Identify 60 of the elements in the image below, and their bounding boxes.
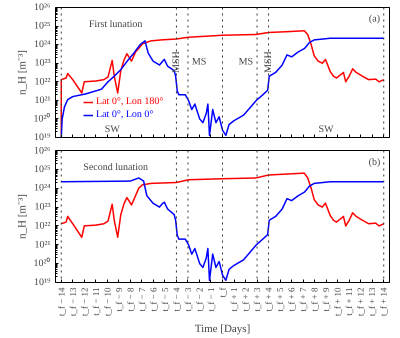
x-tick-label: t_f − 11 — [90, 287, 101, 316]
x-tick-label: t_f + 10 — [332, 287, 343, 316]
y-tick-label: 10²⁵ — [34, 20, 50, 32]
y-tick-label: 10²³ — [34, 58, 51, 69]
y-tick-label: 10²⁵ — [34, 164, 50, 175]
annotation: SW — [104, 124, 120, 136]
y-tick-label: 10²⁴ — [34, 182, 52, 194]
y-tick-label: 10²⁶ — [34, 2, 52, 13]
x-tick-label: t_f − 2 — [194, 287, 204, 312]
annotation: SW — [318, 124, 334, 136]
annotation: First lunation — [88, 18, 142, 30]
x-tick-label: t_f − 7 — [136, 287, 147, 312]
x-tick-label: t_f + 9 — [321, 287, 332, 312]
y-tick-label: 10²⁰ — [34, 257, 50, 270]
y-tick-label: 10¹⁹ — [34, 132, 52, 143]
y-tick-label: 10²² — [34, 220, 51, 232]
x-tick-label: t_f + 3 — [252, 287, 262, 312]
annotation: (a) — [368, 14, 380, 25]
y-tick-label: 10¹⁹ — [34, 277, 52, 288]
x-tick-label: t_f − 6 — [148, 287, 158, 312]
x-tick-label: t_f + 4 — [264, 287, 274, 312]
y-tick-label: 10²⁶ — [34, 146, 52, 156]
x-tick-label: t_f − 4 — [171, 287, 182, 312]
y-tick-label: 10²³ — [34, 202, 51, 213]
y-tick-label: 10²¹ — [34, 94, 51, 106]
x-tick-label: t_f − 12 — [79, 287, 90, 316]
annotation: MSH — [263, 51, 274, 73]
x-tick-label: t_f − 5 — [160, 287, 170, 312]
x-tick-label: t_f + 14 — [378, 287, 389, 316]
y-axis-title: n_H [m⁻³] — [16, 50, 28, 95]
x-tick-label: t_f + 2 — [240, 287, 251, 312]
x-tick-label: t_f − 9 — [114, 287, 124, 312]
x-tick-label: t_f − 3 — [182, 287, 193, 312]
x-tick-label: t_f + 5 — [275, 287, 286, 312]
x-tick-label: t_f − 8 — [125, 287, 136, 312]
x-tick-label: t_f + 12 — [356, 287, 366, 316]
x-tick-label: t_f + 11 — [344, 287, 354, 316]
x-tick-label: t_f − 10 — [102, 287, 112, 316]
x-tick-label: t_f + 13 — [367, 287, 378, 316]
x-tick-label: t_f + 8 — [310, 287, 320, 312]
legend-label: Lat 0°, Lon 180° — [96, 96, 164, 107]
annotation: MS — [238, 56, 254, 68]
annotation: Second lunation — [83, 162, 148, 174]
y-tick-label: 10²⁰ — [34, 112, 50, 124]
annotation: MS — [192, 56, 206, 68]
x-tick-label: t_f − 1 — [206, 287, 216, 312]
y-axis-title: n_H [m⁻³] — [16, 194, 28, 239]
y-tick-label: 10²¹ — [34, 239, 51, 250]
annotation: MSH — [170, 51, 182, 73]
x-axis-title: Time [Days] — [194, 323, 250, 336]
x-tick-label: t_f + 6 — [286, 287, 297, 312]
x-tick-label: t_f — [218, 287, 228, 298]
x-tick-label: t_f − 13 — [68, 287, 78, 316]
legend-label: Lat 0°, Lon 0° — [96, 109, 154, 120]
annotation: (b) — [368, 156, 380, 168]
y-tick-label: 10²² — [34, 76, 51, 88]
x-tick-label: t_f − 14 — [56, 287, 66, 316]
x-tick-label: t_f + 7 — [298, 287, 308, 312]
x-tick-label: t_f + 1 — [229, 287, 240, 312]
y-tick-label: 10²⁴ — [34, 39, 52, 50]
